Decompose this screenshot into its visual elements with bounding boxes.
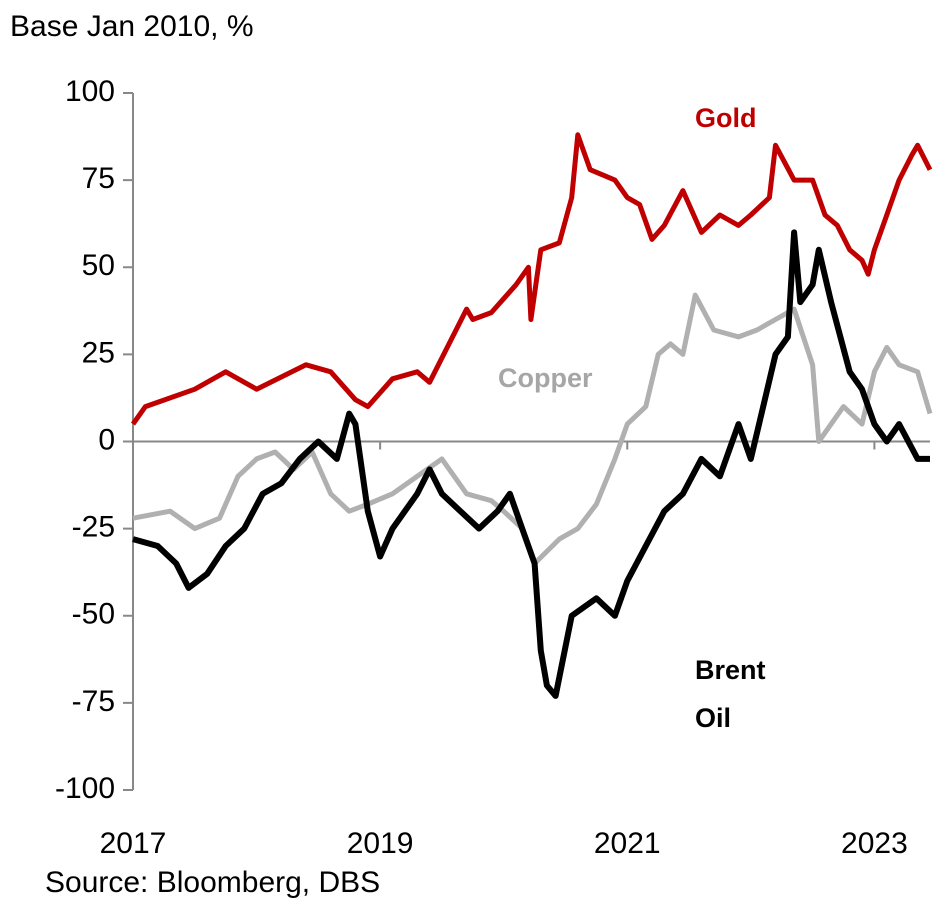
x-tick-label: 2019 — [347, 827, 414, 860]
x-tick-label: 2023 — [841, 827, 908, 860]
y-tick-label: -50 — [72, 598, 115, 631]
source-note: Source: Bloomberg, DBS — [45, 866, 380, 899]
y-tick-label: -25 — [72, 511, 115, 544]
y-tick-label: 0 — [98, 423, 115, 456]
x-tick-label: 2017 — [100, 827, 167, 860]
y-tick-label: 100 — [65, 75, 115, 108]
y-tick-label: 25 — [82, 336, 115, 369]
y-tick-label: 75 — [82, 162, 115, 195]
series-line — [132, 292, 933, 566]
series-label: Copper — [498, 363, 593, 393]
series-label: Gold — [695, 103, 757, 133]
x-tick-label: 2021 — [594, 827, 661, 860]
series-line — [130, 132, 933, 426]
y-axis-title: Base Jan 2010, % — [10, 10, 254, 43]
y-tick-label: -100 — [55, 772, 115, 805]
series-label: Brent Oil — [695, 655, 766, 733]
y-tick-label: -75 — [72, 685, 115, 718]
series-line — [132, 229, 930, 699]
y-tick-label: 50 — [82, 249, 115, 282]
